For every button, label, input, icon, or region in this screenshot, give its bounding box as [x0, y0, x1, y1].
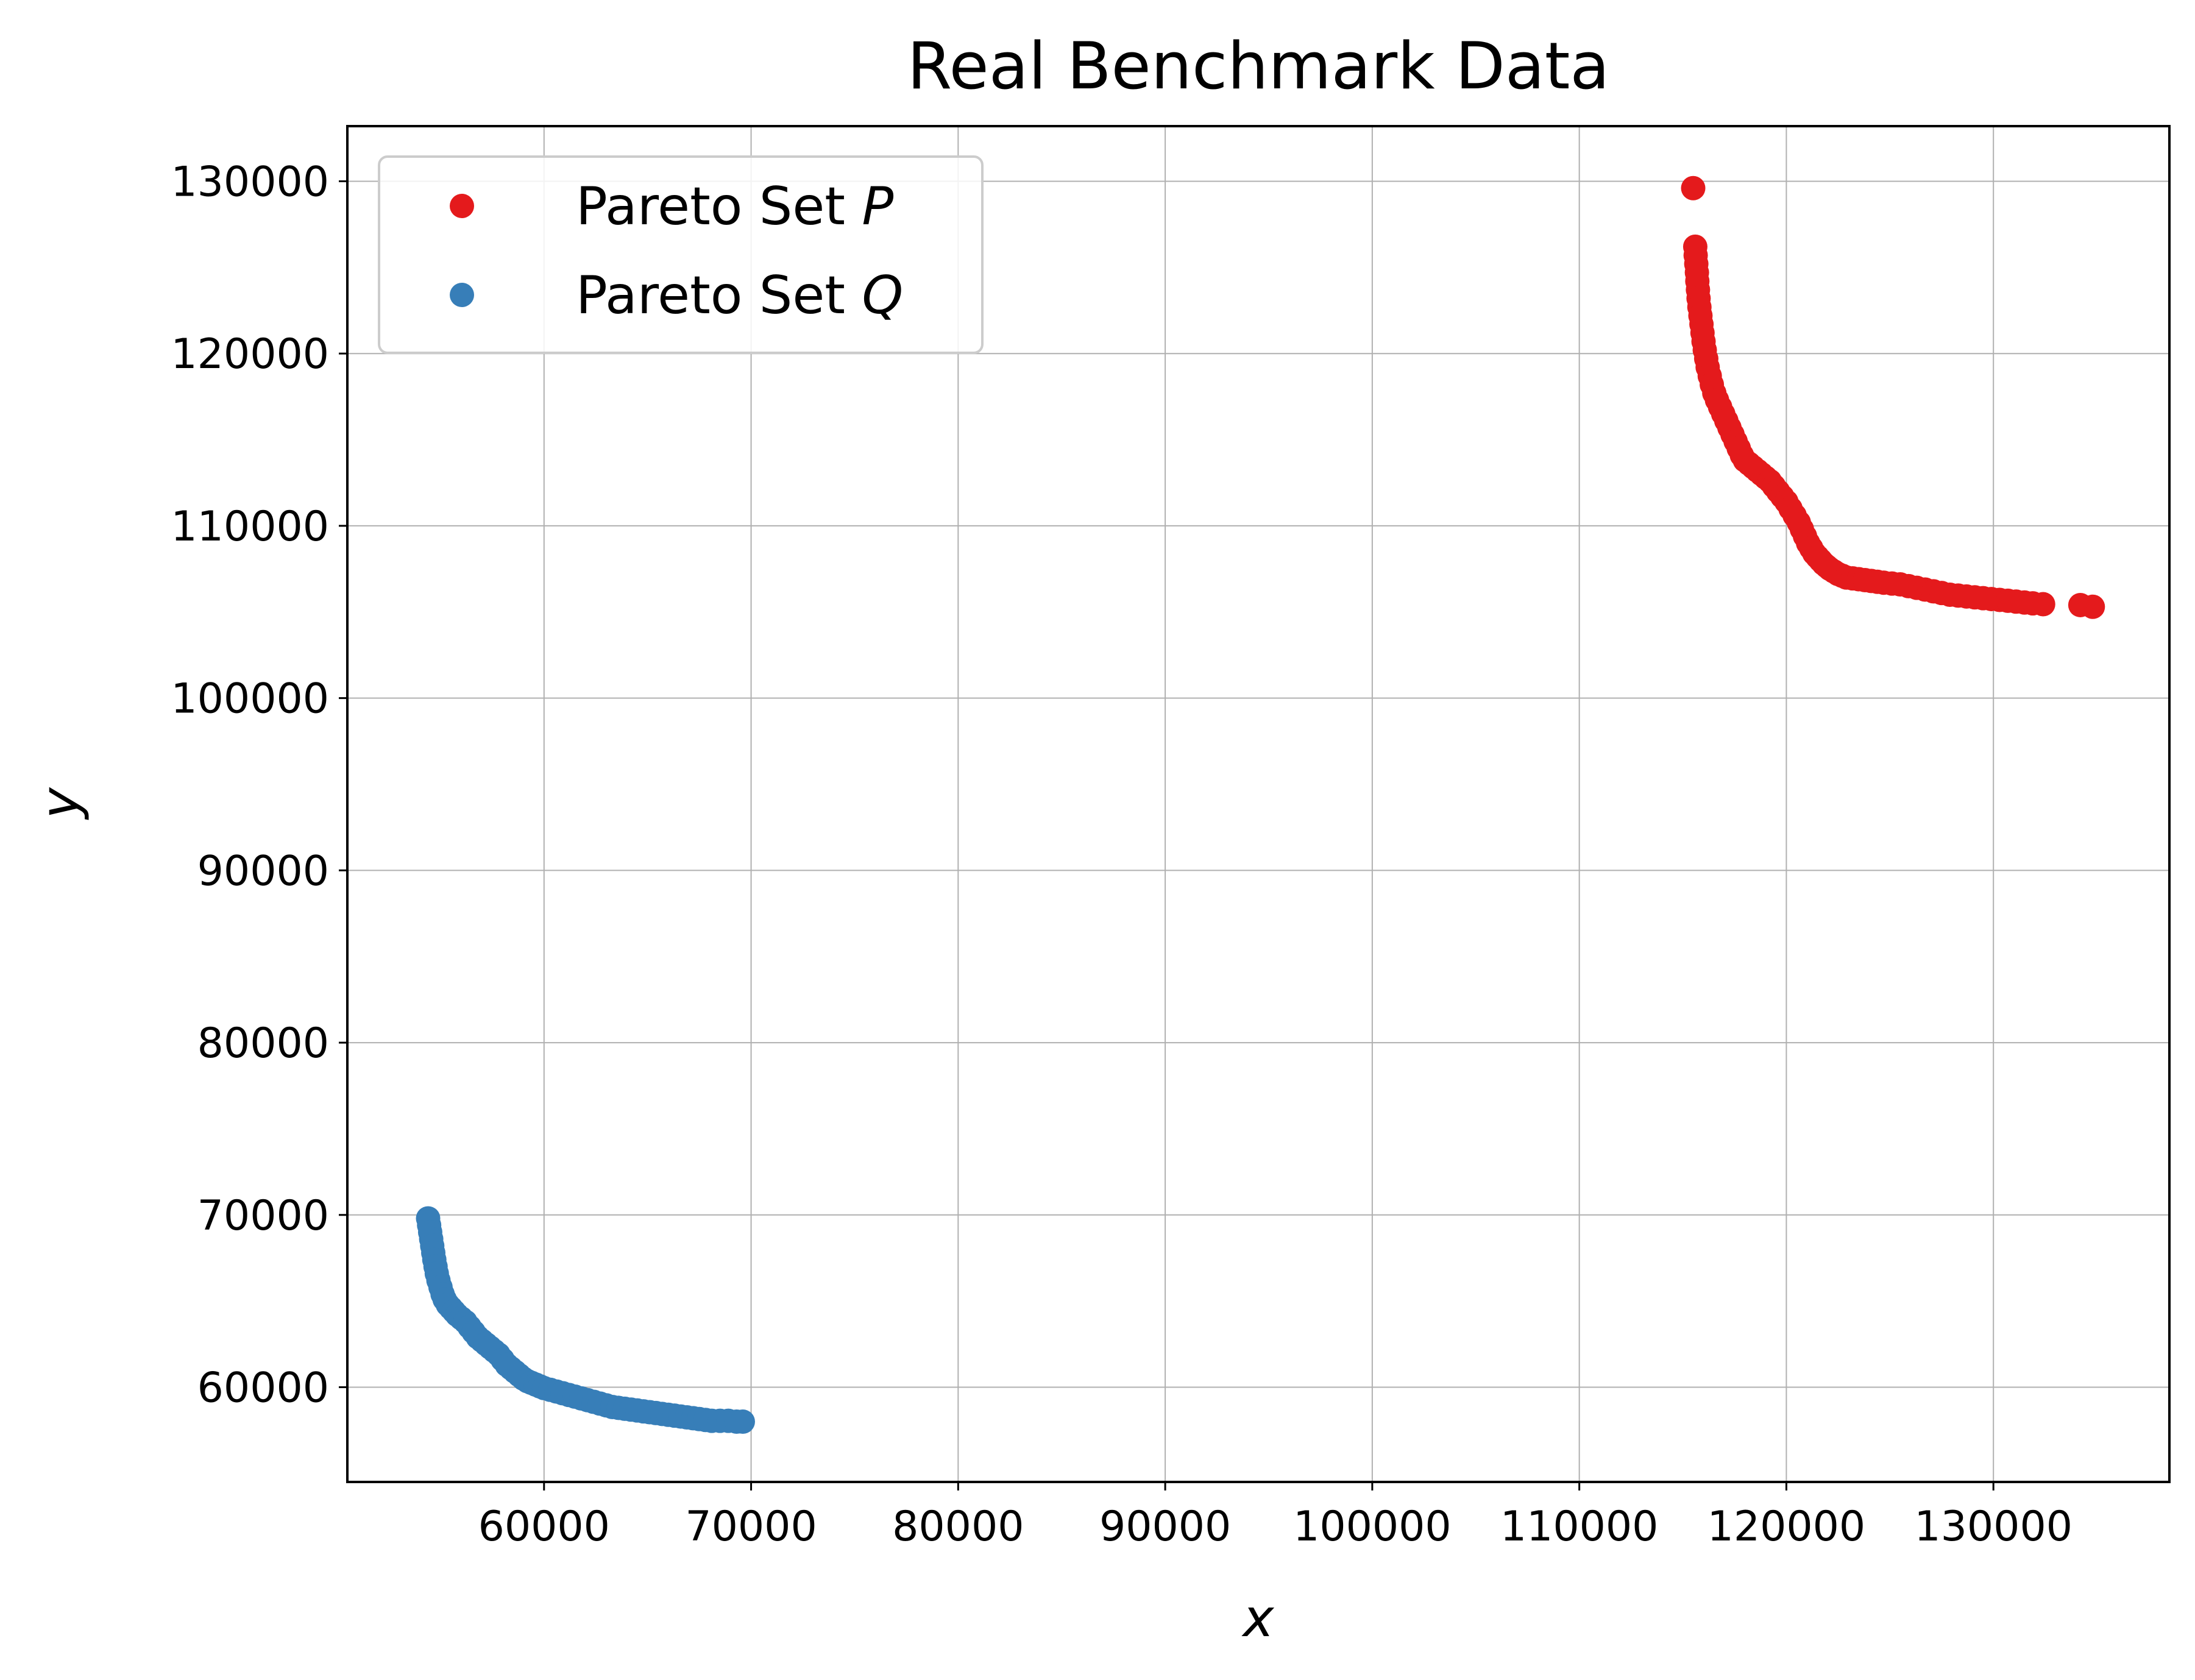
data-point [2080, 594, 2105, 619]
grid-lines [347, 126, 2169, 1482]
legend-label-pareto-set-p: Pareto Set P [576, 176, 893, 237]
y-tick-label: 120000 [171, 330, 329, 378]
y-tick-label: 80000 [197, 1019, 329, 1068]
series-pareto-set-q [416, 1206, 755, 1434]
axis-ticks: 60000 70000 80000 90000 100000 110000 120000 13… [171, 158, 2073, 1551]
x-tick-label: 110000 [1500, 1503, 1659, 1551]
y-tick-label: 100000 [171, 675, 329, 723]
y-tick-label: 110000 [171, 503, 329, 551]
data-points [416, 175, 2105, 1434]
legend-box [378, 155, 984, 354]
y-tick-label: 90000 [197, 847, 329, 895]
data-point [2030, 592, 2055, 617]
y-axis-label: y [30, 787, 91, 820]
y-tick-label: 130000 [171, 158, 329, 206]
legend-marker-pareto-set-p [450, 194, 474, 218]
x-tick-label: 80000 [892, 1503, 1024, 1551]
y-tick-label: 70000 [197, 1192, 329, 1240]
legend: Pareto Set P Pareto Set Q [378, 155, 984, 354]
chart-title: Real Benchmark Data [907, 29, 1610, 104]
data-point [730, 1409, 755, 1434]
x-tick-label: 120000 [1707, 1503, 1866, 1551]
legend-label-pareto-set-q: Pareto Set Q [576, 265, 903, 326]
x-axis-label: x [1241, 1588, 1275, 1649]
x-tick-label: 100000 [1293, 1503, 1452, 1551]
legend-label-symbol: P [862, 176, 893, 237]
legend-marker-pareto-set-q [450, 283, 474, 307]
legend-label-prefix: Pareto Set [576, 176, 862, 237]
x-tick-label: 70000 [685, 1503, 817, 1551]
legend-label-symbol: Q [862, 265, 903, 326]
plot-area-frame [346, 125, 2171, 1483]
legend-label-prefix: Pareto Set [576, 265, 862, 326]
series-pareto-set-p [1681, 175, 2105, 619]
x-tick-label: 130000 [1914, 1503, 2073, 1551]
x-tick-label: 90000 [1099, 1503, 1231, 1551]
y-tick-label: 60000 [197, 1364, 329, 1412]
x-tick-label: 60000 [478, 1503, 610, 1551]
data-point [1681, 175, 1706, 200]
